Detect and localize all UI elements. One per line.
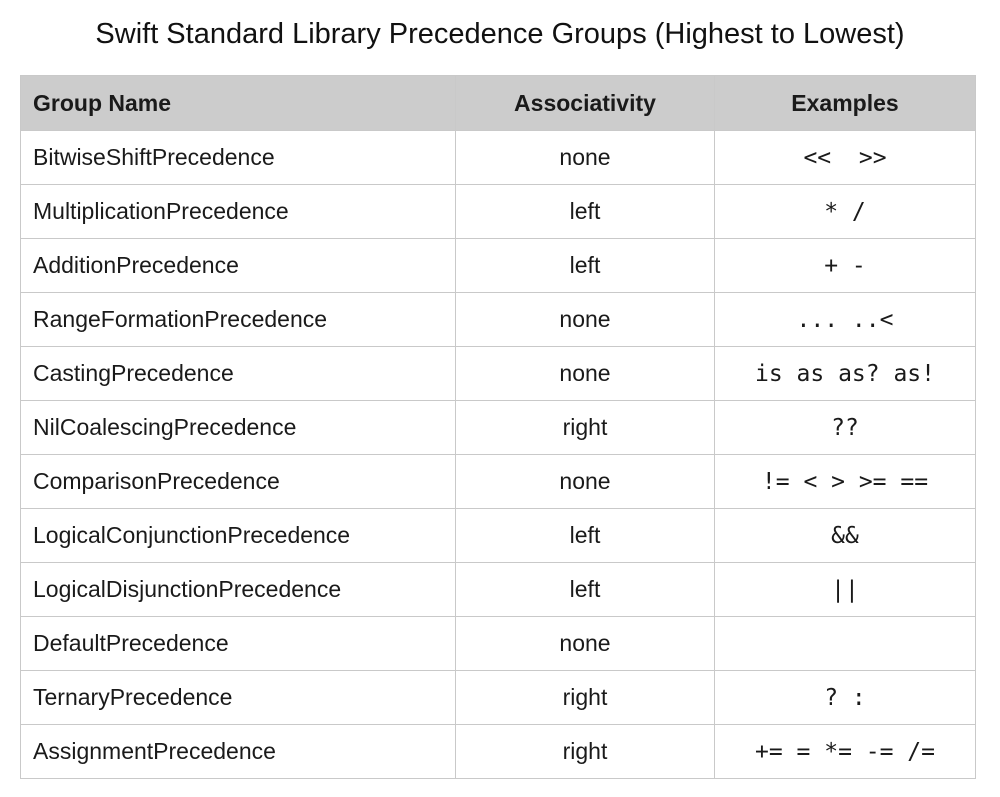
examples-cell: ||	[714, 562, 976, 617]
table-row: BitwiseShiftPrecedence none << >>	[20, 130, 976, 185]
table-row: DefaultPrecedence none	[20, 616, 976, 671]
group-name-cell: LogicalConjunctionPrecedence	[20, 508, 456, 563]
associativity-cell: none	[455, 292, 715, 347]
group-name-cell: RangeFormationPrecedence	[20, 292, 456, 347]
group-name-cell: LogicalDisjunctionPrecedence	[20, 562, 456, 617]
associativity-cell: left	[455, 184, 715, 239]
examples-cell: * /	[714, 184, 976, 239]
associativity-cell: left	[455, 508, 715, 563]
group-name-cell: CastingPrecedence	[20, 346, 456, 401]
examples-cell	[714, 616, 976, 671]
associativity-cell: none	[455, 346, 715, 401]
associativity-cell: right	[455, 400, 715, 455]
associativity-cell: none	[455, 616, 715, 671]
examples-cell: != < > >= ==	[714, 454, 976, 509]
group-name-cell: NilCoalescingPrecedence	[20, 400, 456, 455]
table-row: AdditionPrecedence left + -	[20, 238, 976, 293]
examples-cell: ... ..<	[714, 292, 976, 347]
associativity-cell: left	[455, 562, 715, 617]
associativity-cell: none	[455, 130, 715, 185]
group-name-cell: TernaryPrecedence	[20, 670, 456, 725]
table-row: ComparisonPrecedence none != < > >= ==	[20, 454, 976, 509]
column-header-group-name: Group Name	[20, 75, 456, 131]
associativity-cell: right	[455, 670, 715, 725]
table-row: AssignmentPrecedence right += = *= -= /=	[20, 724, 976, 779]
examples-cell: += = *= -= /=	[714, 724, 976, 779]
group-name-cell: ComparisonPrecedence	[20, 454, 456, 509]
precedence-table: Group Name Associativity Examples Bitwis…	[20, 75, 976, 779]
examples-cell: &&	[714, 508, 976, 563]
table-header-row: Group Name Associativity Examples	[20, 75, 976, 131]
examples-cell: ??	[714, 400, 976, 455]
examples-cell: << >>	[714, 130, 976, 185]
table-row: RangeFormationPrecedence none ... ..<	[20, 292, 976, 347]
examples-cell: ? :	[714, 670, 976, 725]
column-header-associativity: Associativity	[455, 75, 715, 131]
table-row: LogicalDisjunctionPrecedence left ||	[20, 562, 976, 617]
group-name-cell: DefaultPrecedence	[20, 616, 456, 671]
associativity-cell: right	[455, 724, 715, 779]
group-name-cell: MultiplicationPrecedence	[20, 184, 456, 239]
page-title: Swift Standard Library Precedence Groups…	[95, 18, 905, 50]
group-name-cell: AssignmentPrecedence	[20, 724, 456, 779]
group-name-cell: AdditionPrecedence	[20, 238, 456, 293]
table-row: MultiplicationPrecedence left * /	[20, 184, 976, 239]
table-row: NilCoalescingPrecedence right ??	[20, 400, 976, 455]
table-row: LogicalConjunctionPrecedence left &&	[20, 508, 976, 563]
column-header-examples: Examples	[714, 75, 976, 131]
associativity-cell: none	[455, 454, 715, 509]
table-row: CastingPrecedence none is as as? as!	[20, 346, 976, 401]
examples-cell: + -	[714, 238, 976, 293]
group-name-cell: BitwiseShiftPrecedence	[20, 130, 456, 185]
examples-cell: is as as? as!	[714, 346, 976, 401]
associativity-cell: left	[455, 238, 715, 293]
table-row: TernaryPrecedence right ? :	[20, 670, 976, 725]
